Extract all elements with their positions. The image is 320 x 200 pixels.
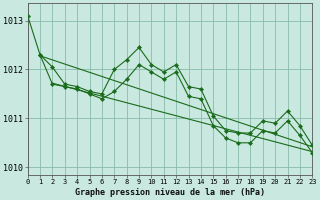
X-axis label: Graphe pression niveau de la mer (hPa): Graphe pression niveau de la mer (hPa) bbox=[75, 188, 265, 197]
